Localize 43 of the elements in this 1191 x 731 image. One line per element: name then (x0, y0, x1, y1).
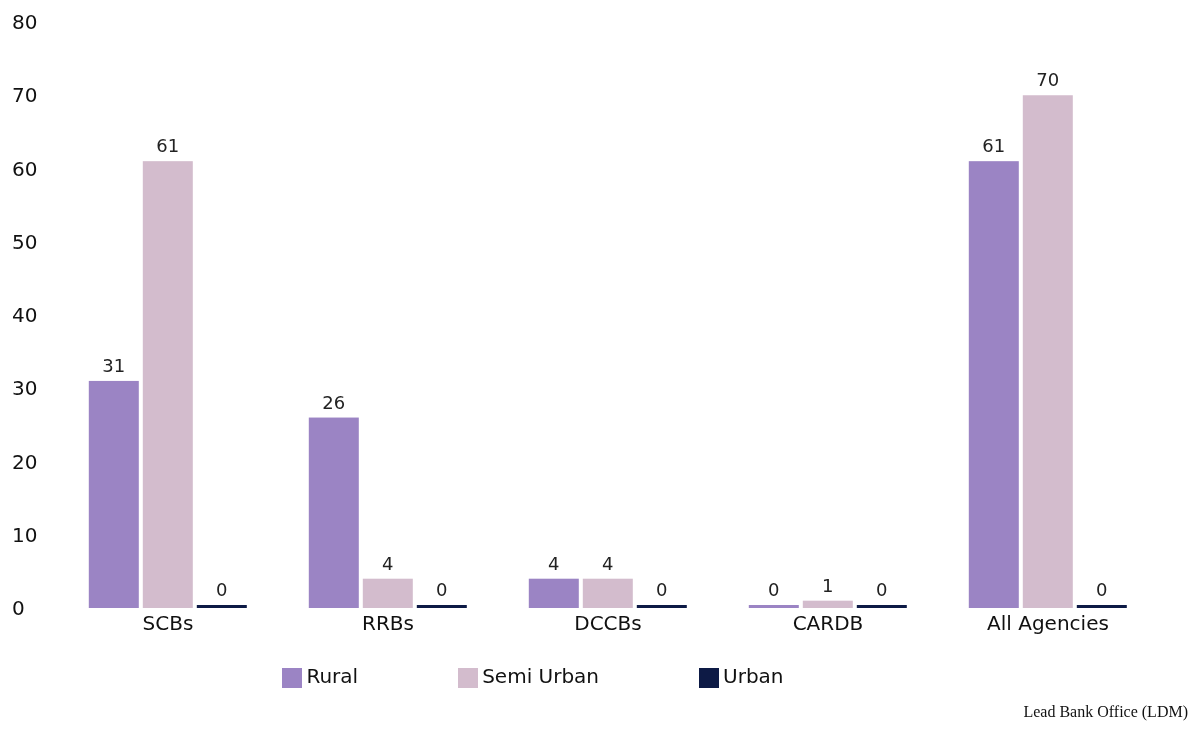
data-label: 4 (548, 552, 560, 574)
x-tick-label: SCBs (142, 611, 194, 636)
bar (802, 600, 853, 608)
bar (968, 161, 1019, 608)
y-tick-label: 0 (12, 596, 25, 621)
data-label: 70 (1036, 69, 1060, 91)
y-tick-label: 10 (12, 522, 38, 547)
bar (142, 161, 193, 608)
text: Lead Bank Office (LDM) (1023, 703, 1188, 721)
data-label: 0 (1096, 579, 1108, 600)
data-label: 1 (822, 574, 834, 596)
bar (1022, 95, 1073, 608)
legend-label: Semi Urban (482, 664, 600, 688)
bar (528, 578, 579, 608)
y-tick-label: 20 (12, 449, 38, 474)
data-label: 4 (382, 552, 394, 574)
x-tick-label: CARDB (792, 611, 864, 636)
x-tick-label: DCCBs (574, 611, 642, 636)
y-tick-label: 80 (12, 10, 38, 35)
y-tick-label: 70 (12, 83, 38, 108)
legend-label: Urban (723, 664, 784, 688)
bar (748, 605, 799, 608)
y-tick-label: 50 (12, 229, 38, 254)
bar (362, 578, 413, 608)
data-label: 61 (156, 135, 180, 157)
x-tick-label: RRBs (362, 611, 414, 636)
bar (582, 578, 633, 608)
bar (308, 417, 359, 608)
y-tick-label: 40 (12, 303, 38, 328)
data-label: 31 (102, 354, 126, 376)
y-tick-label: 30 (12, 376, 38, 401)
data-label: 0 (436, 579, 448, 600)
data-label: 0 (216, 579, 228, 600)
data-label: 0 (768, 579, 780, 600)
x-tick-label: All Agencies (987, 611, 1109, 636)
data-label: 0 (876, 579, 888, 600)
bar (88, 380, 139, 608)
legend-label: Rural (306, 664, 359, 688)
data-label: 0 (656, 579, 668, 600)
data-label: 61 (982, 135, 1006, 157)
data-label: 4 (602, 552, 614, 574)
y-tick-label: 60 (12, 156, 38, 181)
data-label: 26 (322, 391, 346, 413)
